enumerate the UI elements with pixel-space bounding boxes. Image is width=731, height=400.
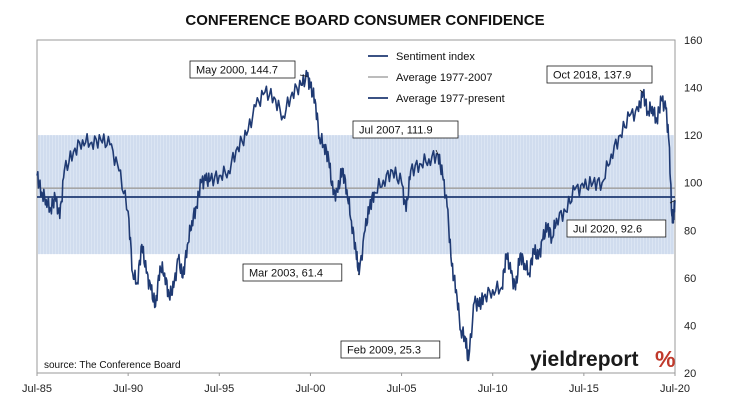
axis-layer: 20 40 60 80 100 120 140 160 Jul-85 Jul-90 Jul-95 Ju… — [22, 35, 702, 395]
y-tick-label: 20 — [684, 368, 696, 380]
x-tick-label: Jul-00 — [295, 383, 325, 395]
annotation: Feb 2009, 25.3 — [340, 340, 469, 362]
annotation-label: Jul 2007, 111.9 — [359, 125, 433, 137]
x-tick-label: Jul-15 — [569, 383, 599, 395]
annotation: Mar 2003, 61.4 — [242, 263, 360, 282]
annotation-label: Feb 2009, 25.3 — [347, 345, 421, 357]
annotation: Jul 2020, 92.6 — [566, 199, 676, 238]
chart-title: CONFERENCE BOARD CONSUMER CONFIDENCE — [185, 12, 544, 29]
annotation-box — [352, 120, 459, 139]
annotation-box — [242, 263, 343, 282]
y-tick-label: 100 — [684, 178, 702, 190]
shaded-band-hatching — [38, 135, 673, 255]
y-tick-label: 160 — [684, 35, 702, 47]
source-note: source: The Conference Board — [44, 360, 181, 371]
y-tick-label: 60 — [684, 273, 696, 285]
x-tick-label: Jul-05 — [387, 383, 417, 395]
legend-item: Sentiment index — [368, 51, 475, 63]
legend-item: Average 1977-present — [368, 93, 505, 105]
annotation-box — [566, 219, 667, 238]
y-tick-label: 140 — [684, 83, 702, 95]
x-tick-label: Jul-95 — [204, 383, 234, 395]
annotations-layer: May 2000, 144.7 Jul 2007, 111.9 Mar 2003, … — [189, 60, 676, 362]
annotation-label: Oct 2018, 137.9 — [553, 70, 631, 82]
annotation-leader-line — [669, 199, 676, 204]
x-tick-label: Jul-10 — [478, 383, 508, 395]
annotation-label: May 2000, 144.7 — [196, 65, 278, 77]
annotation: Oct 2018, 137.9 — [546, 65, 653, 93]
x-tick-label: Jul-90 — [113, 383, 143, 395]
legend-item: Average 1977-2007 — [368, 72, 492, 84]
x-tick-label: Jul-85 — [22, 383, 52, 395]
annotation-label: Jul 2020, 92.6 — [573, 224, 642, 236]
annotation-leader-line — [466, 360, 469, 362]
legend-label: Average 1977-present — [396, 93, 505, 105]
logo-percent-icon: % — [655, 346, 675, 372]
shaded-band-layer — [36, 39, 676, 374]
annotation-box — [340, 340, 441, 359]
annotation-label: Mar 2003, 61.4 — [249, 268, 323, 280]
legend-label: Sentiment index — [396, 51, 475, 63]
y-tick-label: 120 — [684, 130, 702, 142]
annotation-leader-line — [357, 273, 360, 275]
x-tick-label: Jul-20 — [660, 383, 690, 395]
y-tick-label: 80 — [684, 225, 696, 237]
legend-label: Average 1977-2007 — [396, 72, 492, 84]
yieldreport-logo: yieldreport % — [530, 346, 675, 372]
annotation-leader-line — [435, 149, 439, 155]
annotation-leader-line — [299, 74, 308, 77]
legend: Sentiment index Average 1977-2007 Average … — [368, 51, 505, 105]
annotation: Jul 2007, 111.9 — [352, 120, 459, 155]
annotation: May 2000, 144.7 — [189, 60, 308, 79]
annotation-box — [189, 60, 296, 79]
y-tick-label: 40 — [684, 320, 696, 332]
annotation-leader-line — [639, 89, 644, 93]
annotation-box — [546, 65, 653, 84]
logo-text: yieldreport — [530, 348, 639, 371]
